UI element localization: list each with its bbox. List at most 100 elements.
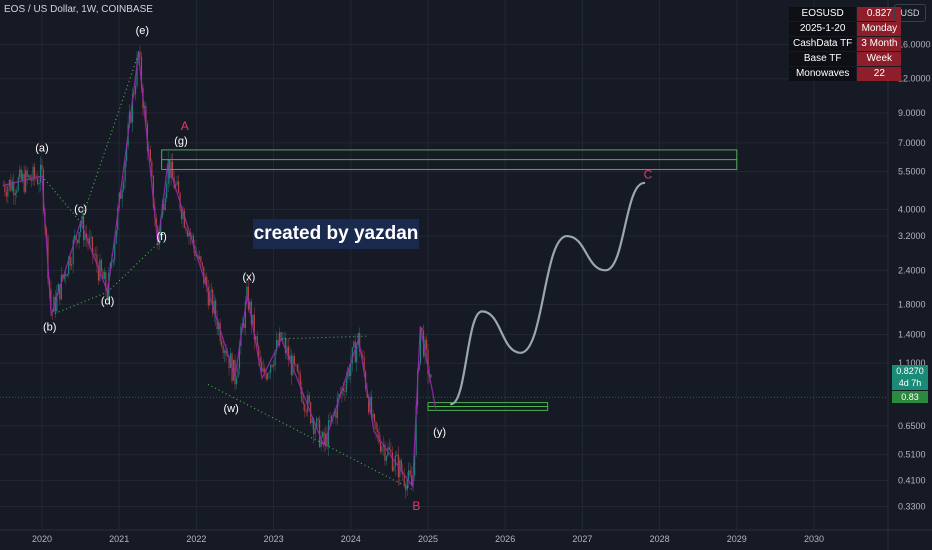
candle-body [351,347,353,364]
candle-body [91,236,94,255]
candle-body [381,446,383,452]
candle-body [155,218,157,227]
candle-body [234,359,236,385]
candle-body [408,470,410,480]
candle-body [123,181,125,190]
x-tick-label: 2021 [109,534,129,544]
candle-body [411,475,413,486]
candle-body [255,336,257,340]
candle-body [167,160,169,184]
candle-body [33,166,36,178]
candle-body [419,327,422,363]
x-tick-label: 2025 [418,534,438,544]
candle-body [4,185,6,192]
candle-body [292,355,294,376]
candle-body [267,373,269,380]
candle-body [345,378,347,392]
currency-button[interactable]: USD [894,4,926,22]
candle-body [16,190,18,193]
candle-body [163,203,165,210]
candle-body [176,181,178,185]
wave-label: C [644,167,653,181]
wave-label: (a) [35,143,48,155]
candle-body [57,284,59,294]
candle-body [212,289,214,314]
candle-body [305,411,307,413]
candle-body [273,365,275,367]
trendlines [41,53,413,491]
candle-body [320,436,322,448]
candle-body [301,387,303,402]
trendline [107,239,163,293]
trendline [207,383,413,491]
info-table: EOSUSD 0.827 2025-1-20 Monday CashData TF 3… [788,6,902,82]
candle-body [207,287,209,306]
candle-body [409,470,411,476]
candle-body [183,210,186,228]
trendline [281,335,367,340]
candle-body [59,284,61,300]
candle-body [344,390,346,392]
y-tick-label: 16.0000 [898,40,931,50]
candle-body [384,444,386,461]
candle-body [96,254,98,266]
candle-body [295,364,297,366]
info-key: Base TF [789,52,857,66]
candle-body [281,338,284,340]
info-row: CashData TF 3 Month [789,37,902,51]
candle-body [425,339,428,350]
candle-body [270,364,272,373]
candle-body [280,332,282,340]
candle-body [414,455,416,476]
candle-body [219,322,221,341]
candle-body [128,111,131,125]
candle-body [369,396,371,413]
wave-label: (y) [433,426,446,438]
candle-body [298,371,300,375]
candle-body [224,350,226,353]
y-tick-label: 1.8000 [898,300,926,310]
candle-body [385,456,388,461]
candle-body [210,289,212,292]
x-tick-label: 2030 [804,534,824,544]
candle-body [78,232,80,243]
candle-body [388,447,390,450]
candle-body [376,429,379,432]
candle-body [23,173,25,192]
y-tick-label: 2.4000 [898,265,926,275]
candle-body [390,449,392,453]
wave-label: (e) [136,25,149,37]
candle-body [60,274,62,300]
chart-title: EOS / US Dollar, 1W, COINBASE [4,4,153,15]
candle-body [424,339,426,357]
candle-body [31,180,33,181]
candle-body [258,346,260,359]
candle-body [152,175,154,207]
candle-body [157,226,159,245]
candle-body [185,227,187,231]
candle-body [115,230,117,244]
candle-body [368,397,370,413]
candle-body [192,235,195,246]
candle-body [393,466,395,471]
candle-body [336,398,339,419]
candle-body [319,419,321,448]
last-price-value: 0.8270 [896,366,924,376]
y-tick-label: 3.2000 [898,231,926,241]
candle-body [222,345,224,353]
info-row: Monowaves 22 [789,67,902,81]
candle-body [275,339,278,352]
candle-body [375,421,377,430]
candle-body [11,181,13,191]
candle-body [28,175,30,177]
candle-body [2,185,4,187]
x-tick-label: 2024 [341,534,361,544]
candle-body [10,179,12,191]
candle-body [249,301,251,310]
candle-body [203,266,205,284]
candle-body [191,235,193,237]
candle-body [71,263,73,266]
candle-body [326,433,328,447]
author-banner: created by yazdan [253,219,419,249]
